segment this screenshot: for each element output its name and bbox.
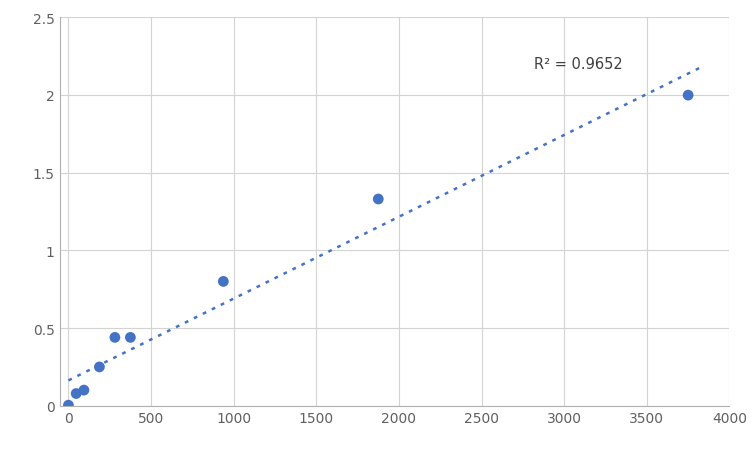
Point [109,334,121,341]
Point [124,334,136,341]
Point [372,196,384,203]
Text: R² = 0.9652: R² = 0.9652 [535,57,623,72]
Point [93,364,105,371]
Point [217,278,229,285]
Point [78,387,90,394]
Point [70,390,82,397]
Point [682,92,694,100]
Point [62,402,74,409]
